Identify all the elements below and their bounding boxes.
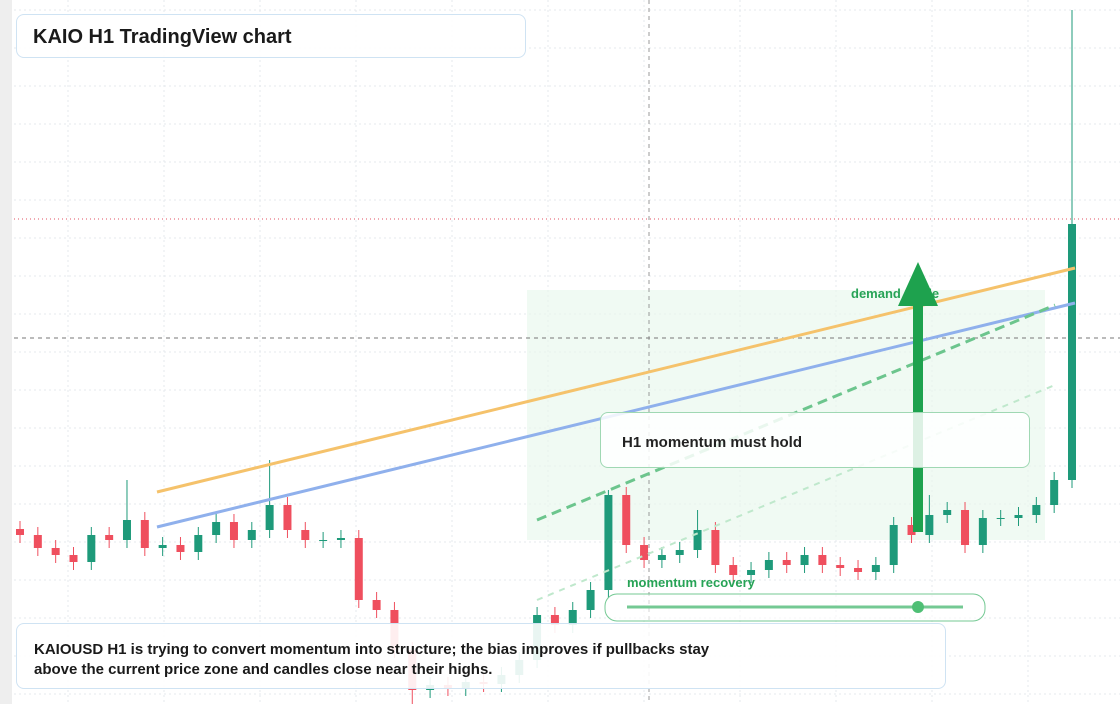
candle-body xyxy=(69,555,78,562)
candle-body xyxy=(1068,224,1076,480)
title-box: KAIO H1 TradingView chart xyxy=(16,14,526,58)
candle-body xyxy=(372,600,381,610)
candle-body xyxy=(978,518,987,545)
candle-body xyxy=(622,495,631,545)
candle-body xyxy=(283,505,292,530)
candle-body xyxy=(105,535,114,540)
candle-body xyxy=(907,525,916,535)
candle-body xyxy=(229,522,238,540)
candle-body xyxy=(568,610,577,625)
recovery-label: momentum recovery xyxy=(627,575,756,590)
candle-body xyxy=(51,548,60,555)
left-edge xyxy=(0,0,12,704)
candle-body xyxy=(640,545,649,560)
candle-body xyxy=(1050,480,1059,505)
candle-body xyxy=(16,529,24,535)
candle-body xyxy=(675,550,684,555)
candle-body xyxy=(550,615,559,625)
candle-body xyxy=(140,520,149,548)
candle-body xyxy=(747,570,756,575)
candle-body xyxy=(87,535,96,562)
candle-body xyxy=(871,565,880,572)
candle-body xyxy=(319,540,328,541)
candle-body xyxy=(33,535,42,548)
candle-body xyxy=(586,590,595,610)
candle-body xyxy=(301,530,310,540)
arrow-head xyxy=(898,262,938,306)
hold-box: H1 momentum must hold xyxy=(600,412,1030,468)
candle-body xyxy=(836,565,845,568)
candle-body xyxy=(336,538,345,540)
candle-body xyxy=(657,555,666,560)
candle-body xyxy=(122,520,131,540)
candle-body xyxy=(889,525,898,565)
candle-body xyxy=(1014,515,1023,518)
candle-body xyxy=(800,555,809,565)
candle-body xyxy=(194,535,203,552)
candle-body xyxy=(996,518,1005,519)
candle-body xyxy=(693,530,702,550)
title: KAIO H1 TradingView chart xyxy=(33,26,292,48)
candle-body xyxy=(961,510,970,545)
candle-body xyxy=(782,560,791,565)
candle-body xyxy=(764,560,773,570)
candle-body xyxy=(943,510,952,515)
candle-body xyxy=(176,545,185,552)
trendline-lower xyxy=(536,384,1056,601)
candle-body xyxy=(818,555,827,565)
note-box: KAIOUSD H1 is trying to convert momentum… xyxy=(16,623,946,689)
hold-label: H1 momentum must hold xyxy=(622,434,803,451)
candle-body xyxy=(604,495,613,590)
candle-body xyxy=(925,515,934,535)
candle-body xyxy=(729,565,738,575)
candle-body xyxy=(247,530,256,540)
candle-body xyxy=(265,505,274,530)
note: KAIOUSD H1 is trying to convert momentum… xyxy=(34,641,710,678)
candle-body xyxy=(354,538,363,600)
candle-body xyxy=(158,545,167,548)
candle-body xyxy=(854,568,863,572)
candle-body xyxy=(711,530,720,565)
candle-body xyxy=(1032,505,1041,515)
candle-body xyxy=(212,522,221,535)
slider-knob xyxy=(912,601,924,613)
